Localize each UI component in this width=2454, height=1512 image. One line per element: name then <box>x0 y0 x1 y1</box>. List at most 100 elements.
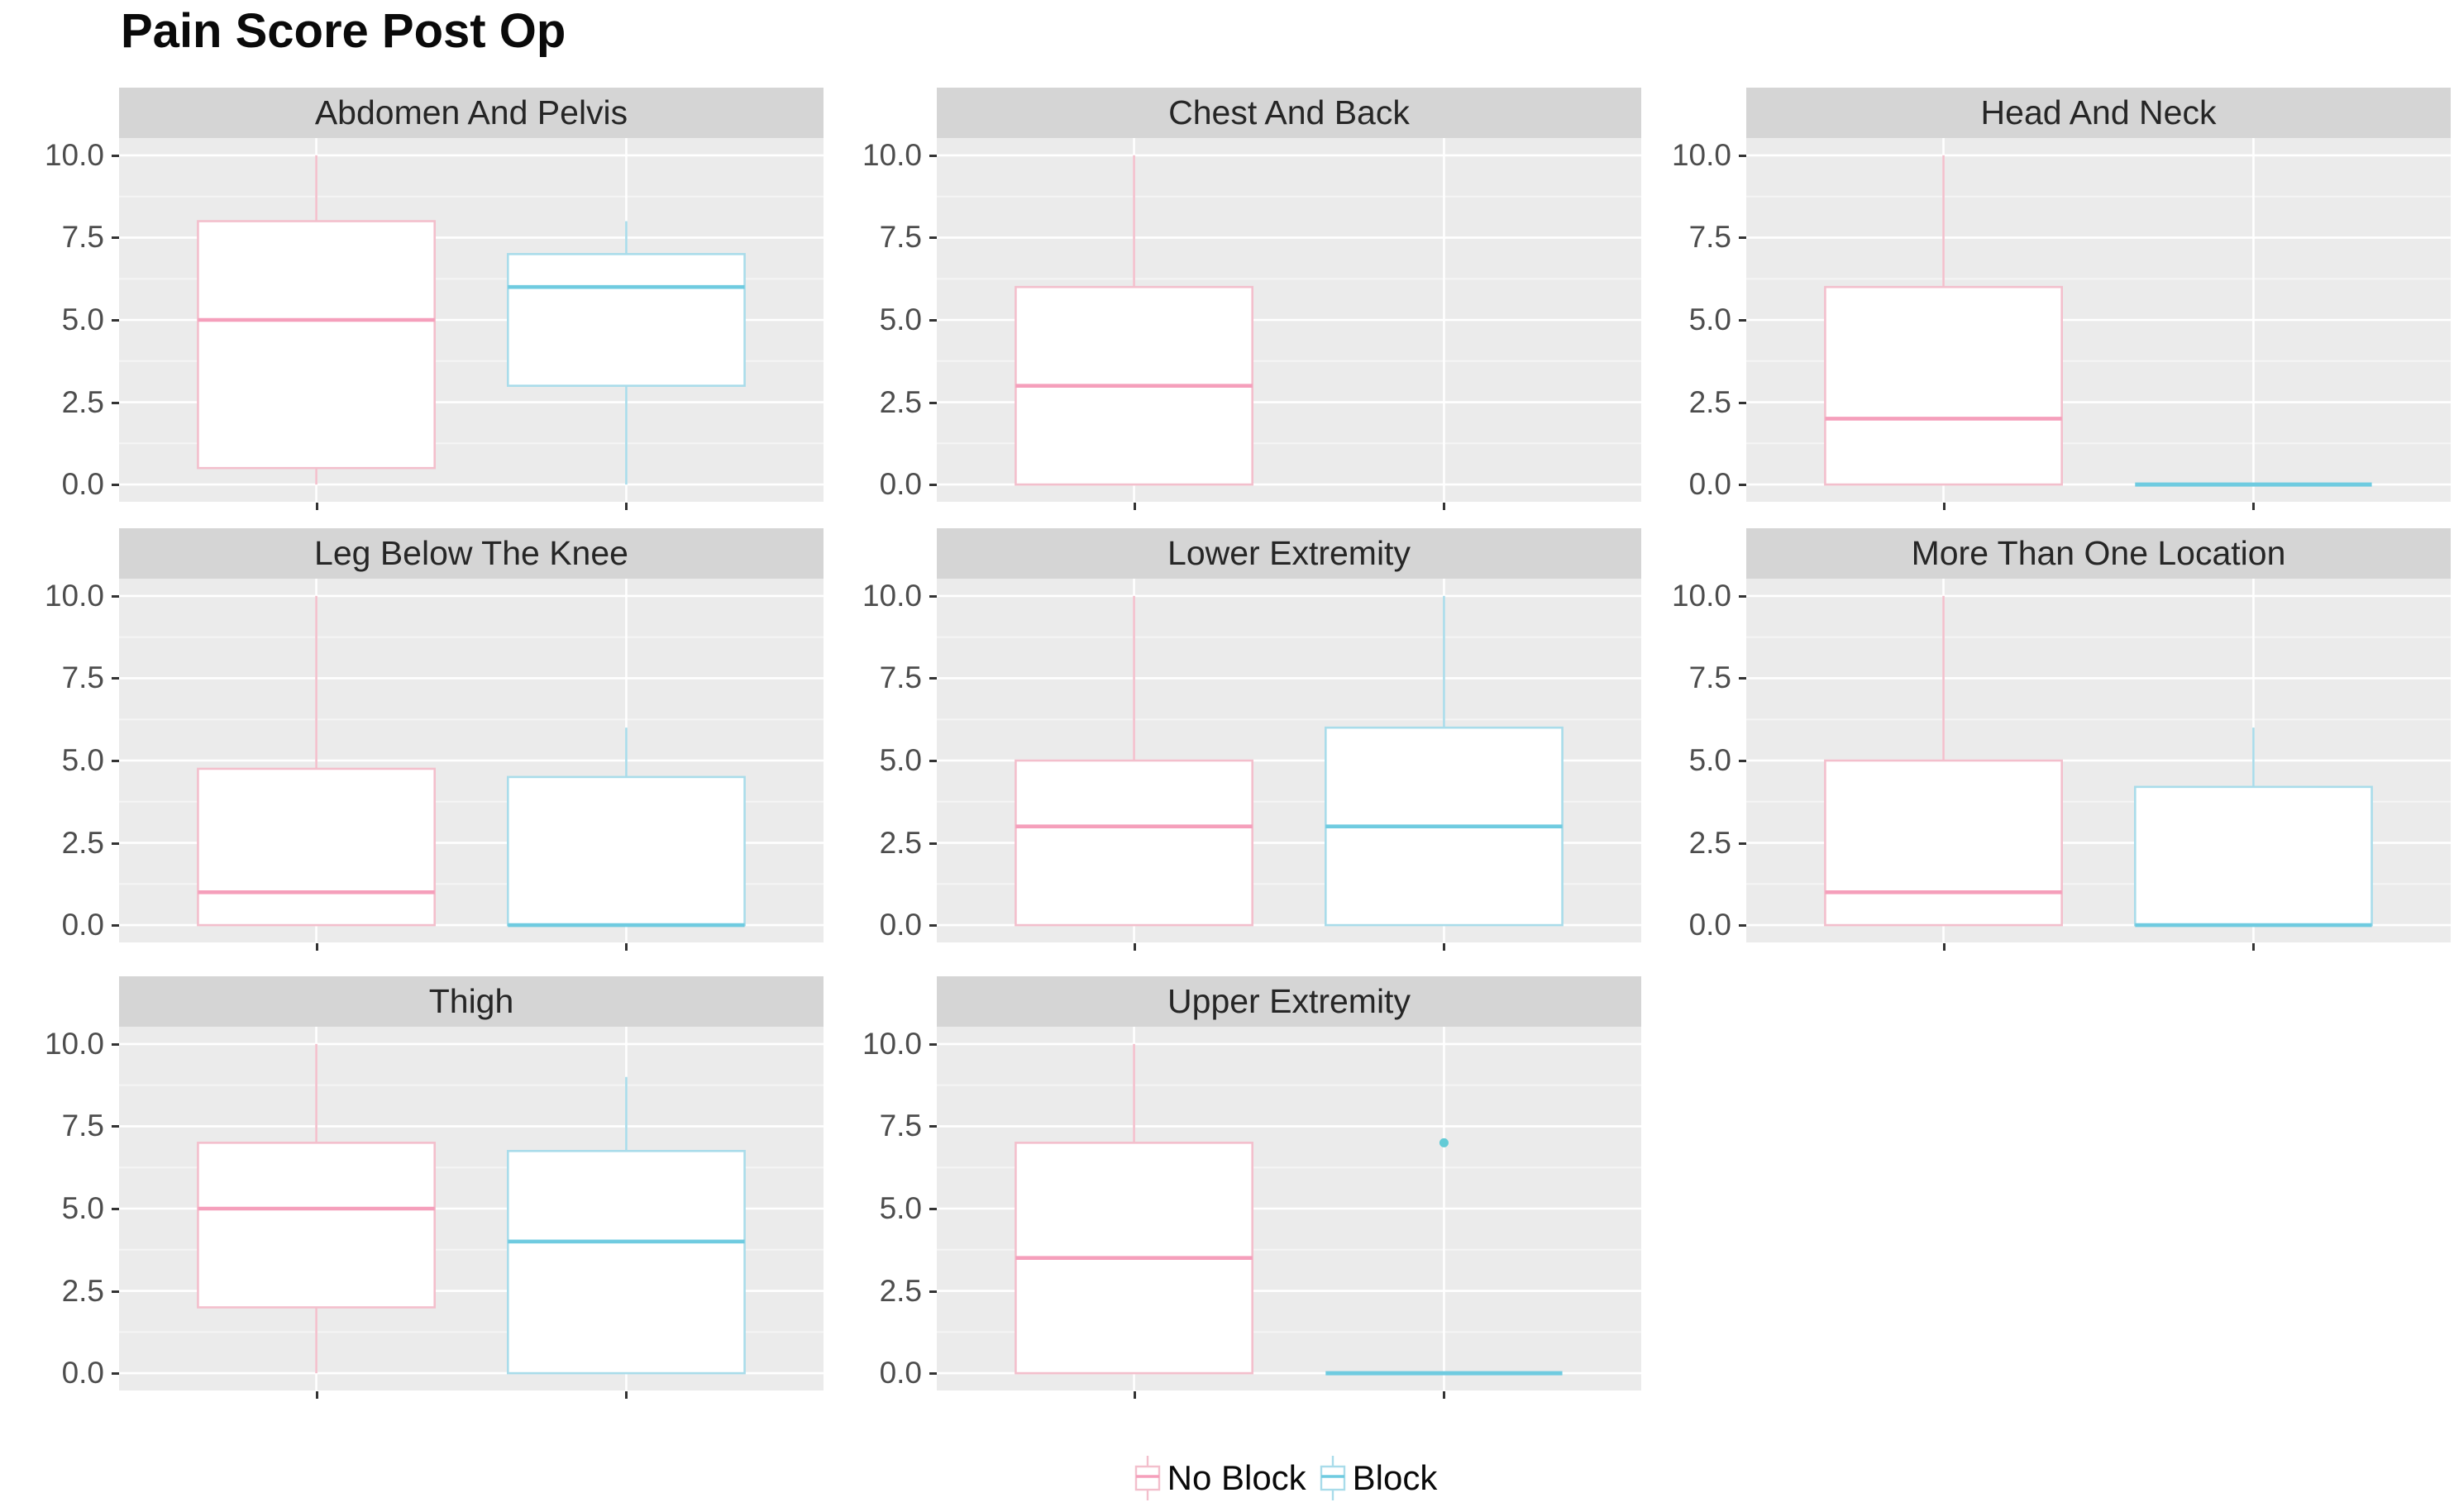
y-axis-tick-mark <box>112 319 119 322</box>
y-axis-tick-label: 0.0 <box>1688 467 1731 502</box>
y-axis-tick-label: 10.0 <box>862 1026 922 1061</box>
facet-lower-extremity: Lower Extremity 10.0 7.5 5.0 2.5 0.0 <box>838 528 1645 954</box>
y-axis-tick-mark <box>112 154 119 157</box>
legend-item-label: No Block <box>1167 1458 1306 1497</box>
y-axis-tick-label: 5.0 <box>879 1191 922 1225</box>
y-axis-tick-label: 7.5 <box>879 1109 922 1143</box>
x-axis-tick-mark <box>315 943 318 951</box>
x-axis-tick-mark <box>315 503 318 510</box>
y-axis-tick-label: 0.0 <box>879 908 922 942</box>
x-axis-tick-mark <box>315 1391 318 1399</box>
x-axis-tick-mark <box>1133 503 1136 510</box>
facet-panel <box>1746 138 2451 502</box>
y-axis-tick-label: 0.0 <box>879 1356 922 1390</box>
y-axis-tick-label: 10.0 <box>862 137 922 172</box>
x-axis-tick-mark <box>625 943 628 951</box>
y-axis-tick-label: 2.5 <box>879 825 922 860</box>
y-axis-tick-mark <box>929 484 937 487</box>
y-axis-tick-mark <box>929 842 937 845</box>
facet-abdomen-and-pelvis: Abdomen And Pelvis 10.0 7.5 5.0 2.5 0.0 <box>20 88 827 513</box>
y-axis-tick-label: 2.5 <box>1688 825 1731 860</box>
y-axis-tick-label: 2.5 <box>879 384 922 419</box>
y-axis-tick-mark <box>1739 677 1746 680</box>
facet-chest-and-back: Chest And Back 10.0 7.5 5.0 2.5 0.0 <box>838 88 1645 513</box>
y-axis-tick-mark <box>929 594 937 598</box>
boxplot-no-block-box <box>1015 759 1253 927</box>
facet-panel <box>1746 579 2451 942</box>
y-axis-tick-mark <box>112 1372 119 1376</box>
y-axis-tick-mark <box>112 924 119 928</box>
y-axis-tick-label: 2.5 <box>1688 384 1731 419</box>
y-axis-tick-mark <box>1739 319 1746 322</box>
y-axis-tick-mark <box>1739 236 1746 240</box>
x-axis-tick-mark <box>1443 503 1446 510</box>
y-axis-tick-mark <box>929 154 937 157</box>
facet-strip: Head And Neck <box>1746 88 2451 138</box>
boxplot-block-outlier-point <box>1439 1138 1449 1147</box>
y-axis-tick-mark <box>1739 924 1746 928</box>
y-axis-tick-label: 0.0 <box>61 908 104 942</box>
y-axis-tick-mark <box>112 1042 119 1046</box>
y-axis-tick-label: 5.0 <box>879 743 922 777</box>
facet-more-than-one-location: More Than One Location 10.0 7.5 5.0 2.5 0.0 <box>1647 528 2454 954</box>
facet-strip-label: Abdomen And Pelvis <box>314 93 628 131</box>
facet-head-and-neck: Head And Neck 10.0 7.5 5.0 2.5 0.0 <box>1647 88 2454 513</box>
facet-strip-label: Upper Extremity <box>1167 982 1411 1020</box>
y-axis-tick-label: 2.5 <box>61 384 104 419</box>
boxplot-block-box <box>507 775 746 927</box>
y-axis-tick-label: 7.5 <box>61 661 104 695</box>
x-axis-tick-mark <box>2252 503 2256 510</box>
y-axis-tick-mark <box>1739 594 1746 598</box>
boxplot-canvas <box>937 579 1641 942</box>
y-axis-tick-mark <box>929 677 937 680</box>
y-axis-tick-label: 5.0 <box>61 743 104 777</box>
y-axis-tick-mark <box>929 1042 937 1046</box>
x-axis-tick-mark <box>625 1391 628 1399</box>
y-axis-tick-label: 10.0 <box>44 1026 104 1061</box>
y-axis-tick-mark <box>929 924 937 928</box>
y-axis-tick-mark <box>929 760 937 762</box>
x-axis-tick-mark <box>1942 943 1946 951</box>
y-axis-tick-label: 0.0 <box>879 467 922 502</box>
boxplot-no-block-box <box>197 1142 436 1309</box>
y-axis-tick-mark <box>112 842 119 845</box>
facet-strip: Leg Below The Knee <box>119 528 824 579</box>
y-axis-tick-mark <box>112 677 119 680</box>
y-axis-tick-label: 0.0 <box>1688 908 1731 942</box>
facet-panel <box>119 1027 824 1390</box>
facet-thigh: Thigh 10.0 7.5 5.0 2.5 0.0 <box>20 976 827 1402</box>
boxplot-canvas <box>119 1027 824 1390</box>
facet-strip: Lower Extremity <box>937 528 1641 579</box>
facet-strip: Chest And Back <box>937 88 1641 138</box>
x-axis-tick-mark <box>1443 943 1446 951</box>
boxplot-no-block-box <box>197 767 436 927</box>
y-axis-tick-label: 5.0 <box>1688 303 1731 336</box>
facet-panel <box>937 138 1641 502</box>
y-axis-tick-mark <box>112 1290 119 1293</box>
facet-strip-label: More Than One Location <box>1911 534 2286 572</box>
y-axis-tick-mark <box>112 594 119 598</box>
y-axis-tick-mark <box>929 1372 937 1376</box>
boxplot-no-block-box <box>197 220 436 470</box>
y-axis-tick-mark <box>929 1125 937 1128</box>
y-axis-tick-mark <box>1739 760 1746 762</box>
boxplot-block-box <box>507 1150 746 1375</box>
legend-boxplot-key-icon <box>1134 1456 1160 1500</box>
boxplot-no-block-box <box>1824 759 2063 927</box>
y-axis-tick-label: 7.5 <box>61 1109 104 1143</box>
y-axis-tick-label: 0.0 <box>61 1356 104 1390</box>
legend-item-label: Block <box>1352 1458 1438 1497</box>
boxplot-canvas <box>937 1027 1641 1390</box>
y-axis-tick-mark <box>929 1208 937 1210</box>
legend: No Block Block <box>116 1452 2454 1505</box>
facet-upper-extremity: Upper Extremity 10.0 7.5 5.0 2.5 0.0 <box>838 976 1645 1402</box>
y-axis-tick-mark <box>1739 842 1746 845</box>
facet-strip: More Than One Location <box>1746 528 2451 579</box>
legend-item-block: Block <box>1318 1454 1438 1502</box>
legend-item-no-block: No Block <box>1133 1454 1306 1502</box>
facet-strip: Abdomen And Pelvis <box>119 88 824 138</box>
y-axis-tick-label: 2.5 <box>61 825 104 860</box>
y-axis-tick-mark <box>112 1125 119 1128</box>
y-axis-tick-mark <box>1739 484 1746 487</box>
